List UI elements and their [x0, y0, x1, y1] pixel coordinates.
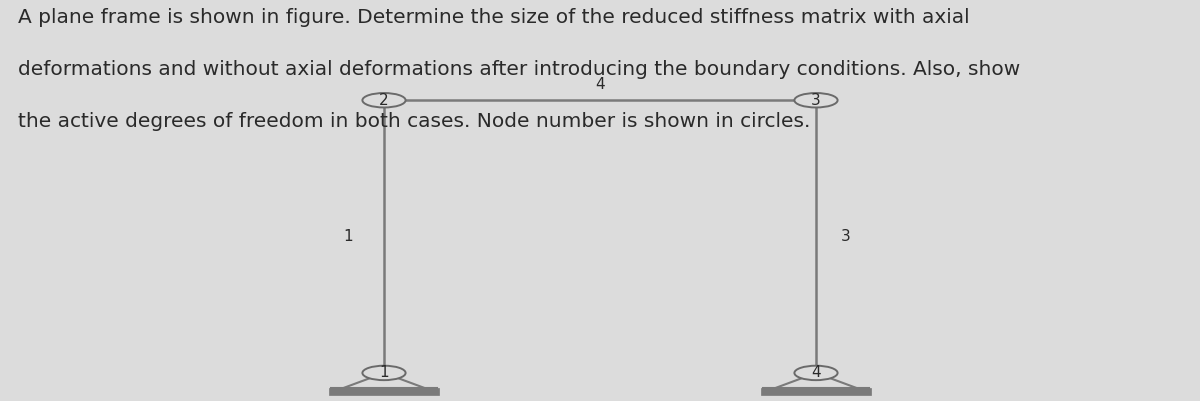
- Text: 4: 4: [811, 365, 821, 381]
- Circle shape: [362, 366, 406, 380]
- Text: the active degrees of freedom in both cases. Node number is shown in circles.: the active degrees of freedom in both ca…: [18, 112, 810, 131]
- Text: 1: 1: [343, 229, 353, 244]
- Text: 3: 3: [841, 229, 851, 244]
- Circle shape: [362, 93, 406, 107]
- Polygon shape: [329, 388, 439, 395]
- Text: 4: 4: [595, 77, 605, 92]
- Text: 1: 1: [379, 365, 389, 381]
- Circle shape: [794, 366, 838, 380]
- Text: 2: 2: [379, 93, 389, 108]
- Text: A plane frame is shown in figure. Determine the size of the reduced stiffness ma: A plane frame is shown in figure. Determ…: [18, 8, 970, 27]
- Circle shape: [794, 93, 838, 107]
- Text: deformations and without axial deformations after introducing the boundary condi: deformations and without axial deformati…: [18, 60, 1020, 79]
- Text: 3: 3: [811, 93, 821, 108]
- Polygon shape: [761, 388, 871, 395]
